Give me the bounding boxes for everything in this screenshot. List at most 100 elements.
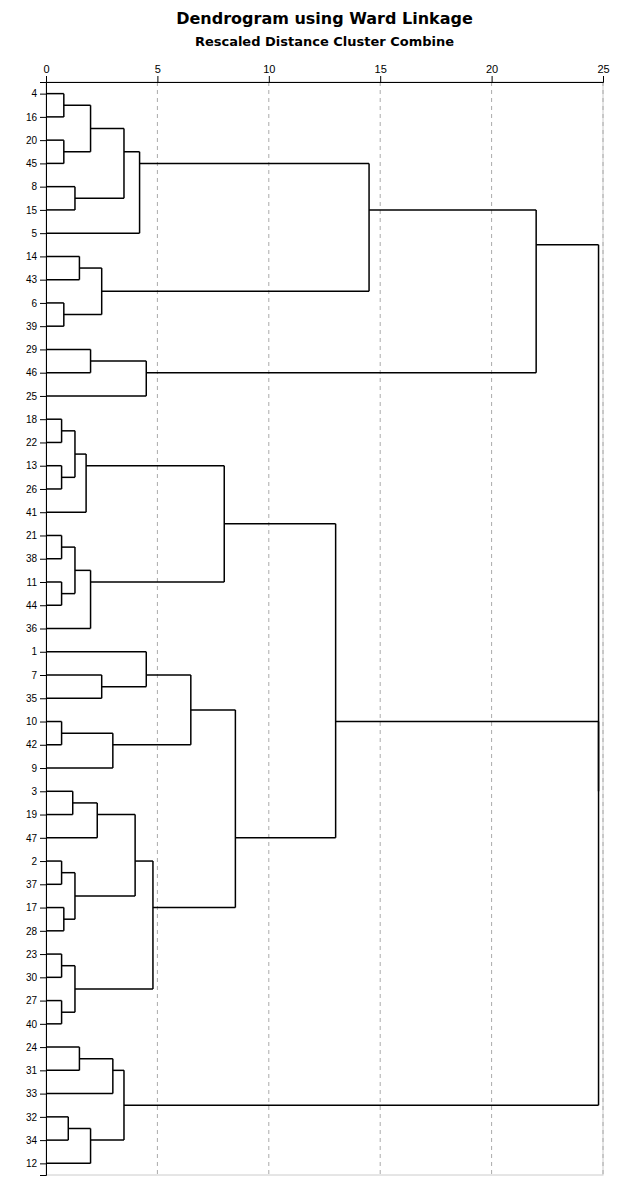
link-arm: [124, 1104, 599, 1106]
link-connector: [152, 861, 154, 989]
x-axis: 0510152025: [43, 63, 609, 83]
grid-line: [157, 82, 158, 1175]
tick-label: 33: [26, 1088, 38, 1099]
tick: 32: [26, 1112, 46, 1123]
grid-line: [380, 82, 381, 1175]
axis-line: [47, 76, 604, 83]
tick: 24: [26, 1042, 46, 1053]
tick-mark: [40, 675, 46, 676]
link-arm: [124, 151, 140, 153]
tick: 43: [26, 274, 46, 285]
link-arm: [46, 581, 62, 583]
link-arm: [75, 988, 153, 990]
tick: 45: [26, 158, 46, 169]
link-arm: [46, 395, 146, 397]
subtitle: Rescaled Distance Cluster Combine: [195, 34, 454, 49]
tick: 36: [26, 623, 46, 634]
link-arm: [79, 267, 101, 269]
link-arm: [46, 465, 62, 467]
grid-line: [491, 82, 492, 1175]
tick-label: 45: [26, 158, 38, 169]
tick: 28: [26, 926, 46, 937]
tick: 41: [26, 507, 46, 518]
tick-label: 38: [26, 553, 38, 564]
tick: 23: [26, 949, 46, 960]
tick: 37: [26, 879, 46, 890]
tick: 1: [31, 646, 46, 657]
link-arm: [62, 732, 113, 734]
tick-label: 2: [31, 856, 37, 867]
link-connector: [335, 524, 337, 838]
tick: 17: [26, 902, 46, 913]
tick: 21: [26, 530, 46, 541]
tick-mark: [40, 535, 46, 536]
link-connector: [146, 652, 148, 687]
tick-label: 41: [26, 507, 38, 518]
link-arm: [46, 442, 62, 444]
tick-mark: [40, 861, 46, 862]
tick-mark: [40, 396, 46, 397]
link-arm: [46, 511, 86, 513]
link-connector: [85, 454, 87, 512]
tick: 20: [26, 135, 46, 146]
link-arm: [113, 744, 191, 746]
link-arm: [46, 1070, 79, 1072]
tick-label: 39: [26, 321, 38, 332]
link-connector: [112, 733, 114, 768]
tick-label: 20: [486, 63, 498, 75]
tick-mark: [40, 977, 46, 978]
link-arm: [46, 721, 62, 723]
tick-label: 0: [43, 63, 49, 75]
tick: 7: [31, 670, 46, 681]
tick-mark: [40, 652, 46, 653]
link-arm: [135, 860, 153, 862]
tick: 27: [26, 995, 46, 1006]
tick-mark: [40, 210, 46, 211]
tick: 13: [26, 460, 46, 471]
tick-label: 40: [26, 1019, 38, 1030]
tick: 29: [26, 344, 46, 355]
tick-mark: [46, 76, 47, 82]
tick-mark: [40, 512, 46, 513]
tick-label: 13: [26, 460, 38, 471]
tick-mark: [40, 163, 46, 164]
tick: 39: [26, 321, 46, 332]
tick-label: 10: [263, 63, 275, 75]
tick: 34: [26, 1135, 46, 1146]
tick-label: 5: [155, 63, 161, 75]
link-arm: [146, 674, 191, 676]
tick-mark: [40, 187, 46, 188]
tick: 12: [26, 1158, 46, 1169]
tick-label: 5: [31, 228, 37, 239]
tick-label: 15: [26, 205, 38, 216]
link-arm: [46, 1139, 68, 1141]
link-arm: [46, 349, 91, 351]
link-arm: [336, 721, 599, 723]
link-arm: [46, 139, 64, 141]
tick: 18: [26, 414, 46, 425]
tick: 15: [26, 205, 46, 216]
tick-label: 10: [26, 716, 38, 727]
link-connector: [112, 1059, 114, 1094]
tick-mark: [40, 1001, 46, 1002]
tick-label: 29: [26, 344, 38, 355]
tick-label: 36: [26, 623, 38, 634]
link-connector: [146, 361, 148, 396]
tick: 22: [26, 437, 46, 448]
link-arm: [46, 558, 62, 560]
link-arm: [62, 593, 75, 595]
link-arm: [46, 116, 64, 118]
link-arm: [91, 1139, 124, 1141]
link-arm: [46, 372, 91, 374]
link-connector: [598, 245, 600, 792]
tick-mark: [40, 349, 46, 350]
link-arm: [46, 1093, 113, 1095]
link-arm: [75, 895, 135, 897]
tick: 20: [486, 63, 498, 82]
link-arm: [191, 709, 236, 711]
tick: 25: [597, 63, 609, 82]
link-arm: [46, 1023, 62, 1025]
link-arm: [46, 535, 62, 537]
link-arm: [62, 430, 75, 432]
link-arm: [75, 570, 91, 572]
